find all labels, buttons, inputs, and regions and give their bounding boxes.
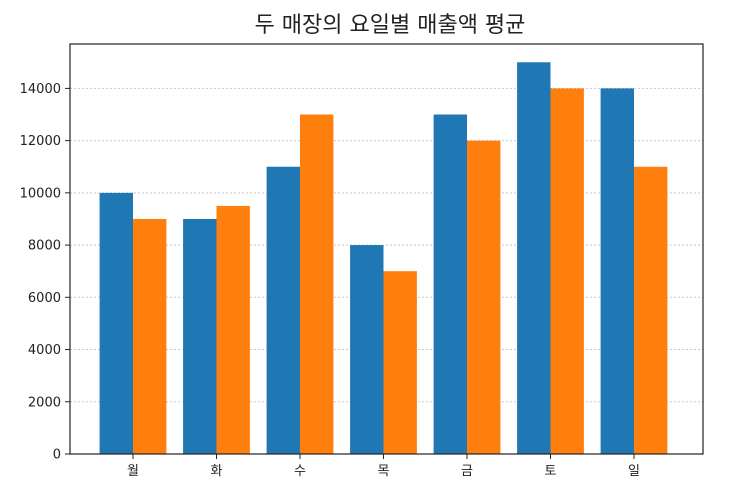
bar-series2-5	[467, 140, 501, 454]
bar-series2-6	[550, 88, 584, 455]
bar-series1-2	[183, 218, 217, 454]
x-tick-label: 수	[294, 464, 306, 479]
y-axis: 0 2000 4000 6000 8000 10000 12000 14000	[20, 82, 70, 463]
y-tick-label: 10000	[20, 186, 61, 201]
plot-frame	[69, 43, 704, 455]
x-tick-label: 화	[211, 464, 223, 479]
bar-series1-3	[266, 166, 300, 454]
bar-series2-2	[216, 205, 250, 454]
bar-series2-3	[300, 114, 334, 454]
chart-title: 두 매장의 요일별 매출액 평균	[255, 13, 526, 38]
y-tick-label: 4000	[28, 343, 61, 358]
bar-series1-6	[517, 62, 551, 455]
x-tick-label: 월	[127, 464, 139, 479]
y-tick-label: 2000	[28, 395, 61, 410]
bar-series2-7	[634, 166, 668, 454]
y-tick-label: 0	[53, 448, 61, 463]
x-tick-label: 토	[545, 464, 557, 479]
bar-series1-7	[600, 88, 634, 455]
bar-series2-4	[383, 271, 417, 454]
y-tick-label: 14000	[20, 82, 61, 97]
x-tick-label: 목	[378, 464, 390, 479]
x-tick-label: 금	[461, 464, 473, 479]
bar-series2-1	[133, 218, 167, 454]
bar-series1-1	[99, 192, 133, 454]
y-tick-label: 8000	[28, 239, 61, 254]
y-tick-label: 6000	[28, 291, 61, 306]
bars	[99, 62, 668, 455]
bar-series1-5	[433, 114, 467, 454]
x-tick-label: 일	[628, 464, 640, 479]
y-tick-label: 12000	[20, 134, 61, 149]
bar-series1-4	[350, 245, 384, 454]
